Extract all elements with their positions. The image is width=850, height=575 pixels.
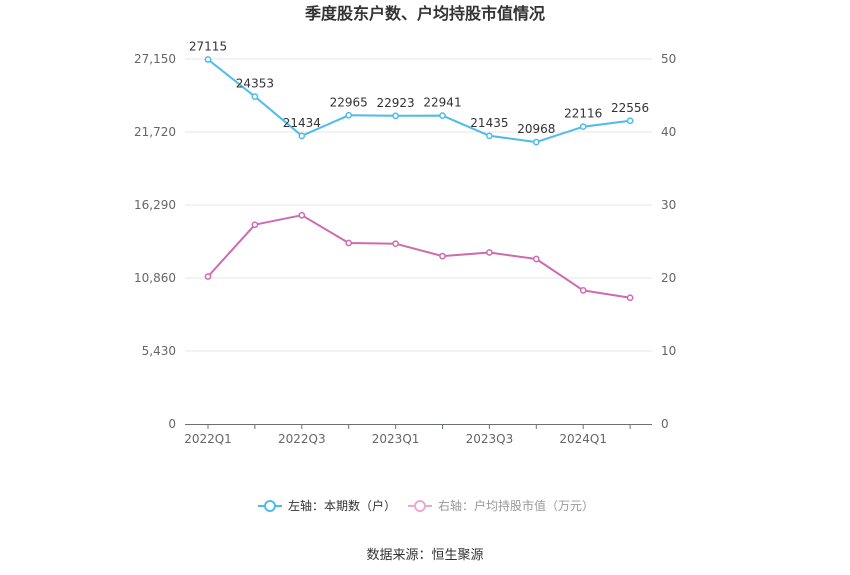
- x-axis-tick-label: 2022Q1: [184, 432, 232, 446]
- data-label: 20968: [517, 122, 555, 136]
- avg-holding-value-point[interactable]: [579, 287, 587, 294]
- avg-holding-value-point[interactable]: [486, 249, 493, 256]
- legend-item-avg-holding-value[interactable]: 右轴：户均持股市值（万元）: [408, 498, 594, 513]
- legend[interactable]: 左轴：本期数（户） 右轴：户均持股市值（万元）: [258, 498, 594, 513]
- avg-holding-value-point[interactable]: [298, 211, 306, 219]
- legend-marker-icon: [264, 500, 276, 512]
- shareholder-count-point[interactable]: [626, 117, 634, 125]
- right-axis-tick-label: 0: [661, 417, 669, 431]
- avg-holding-value-point[interactable]: [345, 239, 353, 247]
- right-axis-tick-label: 50: [661, 52, 676, 66]
- left-axis-tick-label: 0: [168, 417, 176, 431]
- avg-holding-value-point[interactable]: [251, 221, 259, 229]
- left-axis-tick-label: 5,430: [142, 344, 176, 358]
- data-label: 24353: [236, 77, 274, 91]
- legend-label: 右轴：户均持股市值（万元）: [438, 498, 594, 513]
- right-axis-tick-label: 20: [661, 271, 676, 285]
- data-labels: 27115 24353 21434 22965 22923 22941 21435 20968…: [189, 39, 649, 136]
- data-label: 22941: [423, 96, 461, 110]
- legend-label: 左轴：本期数（户）: [288, 498, 396, 513]
- data-label: 21435: [470, 116, 508, 130]
- avg-holding-value-point[interactable]: [532, 255, 540, 263]
- shareholder-count-point[interactable]: [439, 112, 446, 119]
- x-axis-tick-label: 2024Q1: [559, 432, 607, 446]
- avg-holding-value-point[interactable]: [626, 294, 634, 302]
- avg-holding-value-point[interactable]: [439, 252, 446, 260]
- legend-item-shareholder-count[interactable]: 左轴：本期数（户）: [258, 498, 396, 513]
- left-axis-tick-label: 16,290: [134, 198, 176, 212]
- x-axis-tick-label: 2023Q1: [372, 432, 420, 446]
- shareholder-count-point[interactable]: [251, 93, 259, 100]
- x-axis-tick-label: 2023Q3: [466, 432, 514, 446]
- data-label: 27115: [189, 39, 227, 53]
- shareholder-count-point[interactable]: [486, 132, 493, 140]
- data-label: 22923: [377, 96, 415, 110]
- shareholder-count-point[interactable]: [204, 56, 212, 63]
- axes: 0 0 5,430 10 10,860 20 16,290 30 21,720 40 27,150 5…: [134, 52, 676, 446]
- grid: [185, 58, 652, 352]
- avg-holding-value-point[interactable]: [204, 273, 212, 280]
- data-label: 22556: [611, 101, 649, 115]
- shareholder-count-point[interactable]: [532, 138, 540, 146]
- shareholder-count-line: [207, 58, 631, 144]
- data-label: 22965: [330, 95, 368, 109]
- shareholder-count-point[interactable]: [579, 123, 587, 131]
- left-axis-tick-label: 10,860: [134, 271, 176, 285]
- shareholder-count-point[interactable]: [392, 112, 399, 120]
- left-axis-tick-label: 27,150: [134, 52, 176, 66]
- x-axis-tick-label: 2022Q3: [278, 432, 326, 446]
- right-axis-tick-label: 40: [661, 125, 676, 139]
- avg-holding-value-line: [207, 214, 631, 299]
- legend-marker-icon: [414, 500, 426, 512]
- series-layer: [204, 56, 634, 302]
- data-label: 22116: [564, 107, 602, 121]
- right-axis-tick-label: 30: [661, 198, 676, 212]
- shareholder-count-point[interactable]: [345, 111, 353, 119]
- data-label: 21434: [283, 116, 321, 130]
- source-note: 数据来源：恒生聚源: [366, 548, 483, 563]
- avg-holding-value-point[interactable]: [392, 240, 399, 248]
- shareholder-count-point[interactable]: [298, 132, 306, 140]
- chart-title: 季度股东户数、户均持股市值情况: [304, 4, 545, 23]
- right-axis-tick-label: 10: [661, 344, 676, 358]
- left-axis-tick-label: 21,720: [134, 125, 176, 139]
